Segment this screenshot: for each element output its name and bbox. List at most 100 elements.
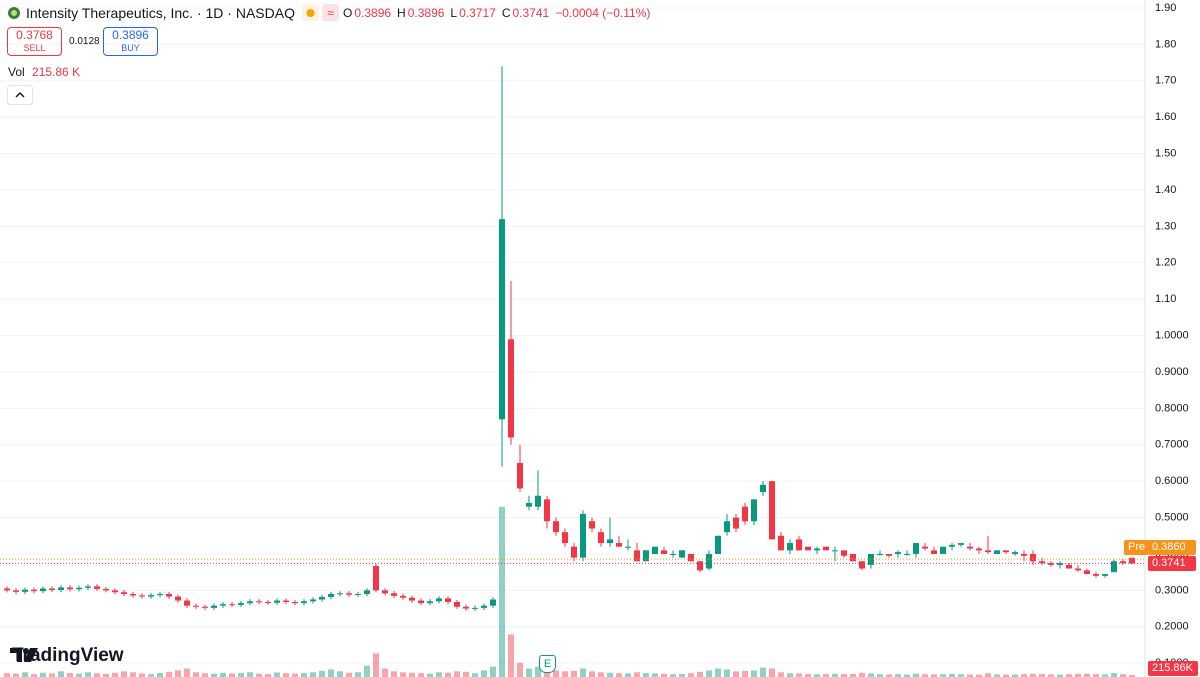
volume-bar xyxy=(796,673,802,677)
candle-body xyxy=(211,605,217,608)
earnings-marker[interactable]: E xyxy=(539,655,556,673)
volume-bar xyxy=(319,670,325,677)
buy-button[interactable]: 0.3896 BUY xyxy=(103,27,158,56)
sell-button[interactable]: 0.3768 SELL xyxy=(7,27,62,56)
brand-mark xyxy=(10,648,38,662)
candle-body xyxy=(472,607,478,609)
candle-body xyxy=(238,603,244,605)
volume-value: 215.86 K xyxy=(32,65,81,79)
candle-body xyxy=(139,595,145,597)
volume-bar xyxy=(625,673,631,677)
volume-bar xyxy=(553,670,559,677)
candle-body xyxy=(607,539,613,544)
volume-bar xyxy=(229,673,235,677)
volume-bar xyxy=(949,673,955,677)
volume-bar xyxy=(697,671,703,677)
candle-body xyxy=(121,592,127,595)
volume-bar xyxy=(805,673,811,677)
y-tick-label: 1.40 xyxy=(1155,184,1176,196)
candle-body xyxy=(202,606,208,608)
candle-body xyxy=(1111,561,1117,573)
volume-bar xyxy=(517,662,523,677)
candle-body xyxy=(247,601,253,604)
volume-bar xyxy=(1129,674,1135,677)
volume-bar xyxy=(355,672,361,677)
volume-bar xyxy=(778,672,784,677)
volume-bar xyxy=(238,673,244,677)
y-tick-label: 0.5000 xyxy=(1155,511,1189,523)
premarket-price: 0.3860 xyxy=(1148,540,1196,556)
volume-bar xyxy=(454,671,460,677)
candle-body xyxy=(895,552,901,554)
volume-bar xyxy=(814,674,820,677)
volume-bar xyxy=(922,674,928,677)
volume-bar xyxy=(832,673,838,677)
candle-body xyxy=(553,521,559,533)
y-tick-label: 1.70 xyxy=(1155,75,1176,87)
volume-bar xyxy=(724,669,730,677)
volume-bar xyxy=(256,673,262,677)
candle-body xyxy=(265,602,271,604)
volume-bar xyxy=(184,668,190,677)
volume-bar xyxy=(877,674,883,677)
volume-bar xyxy=(643,673,649,677)
candle-body xyxy=(85,586,91,588)
candle-body xyxy=(328,594,334,597)
volume-bar xyxy=(706,670,712,677)
brand-logo: TradingView xyxy=(10,645,124,667)
volume-bar xyxy=(121,671,127,677)
volume-bar xyxy=(148,674,154,677)
candle-body xyxy=(679,550,685,558)
candle-body xyxy=(670,553,676,555)
volume-bar xyxy=(868,673,874,677)
candle-body xyxy=(112,590,118,593)
candle-body xyxy=(760,484,766,493)
candle-body xyxy=(373,565,379,591)
volume-bar xyxy=(157,673,163,677)
candle-body xyxy=(625,546,631,548)
volume-bar xyxy=(310,672,316,677)
candle-body xyxy=(1048,563,1054,565)
ohlc-value: 0.3741 xyxy=(512,6,550,20)
volume-bar xyxy=(481,670,487,677)
candle-body xyxy=(859,561,865,569)
volume-bar xyxy=(904,674,910,677)
candle-body xyxy=(463,606,469,609)
volume-bar xyxy=(1057,674,1063,677)
candle-body xyxy=(4,588,10,591)
volume-bar xyxy=(112,672,118,677)
candle-body xyxy=(1093,573,1099,576)
candle-body xyxy=(346,593,352,595)
candle-body xyxy=(931,550,937,554)
sell-price: 0.3768 xyxy=(16,28,53,42)
collapse-button[interactable] xyxy=(7,85,33,105)
volume-bar xyxy=(571,670,577,677)
candle-body xyxy=(922,546,928,549)
ohlc-key: C xyxy=(501,6,511,20)
candle-body xyxy=(886,553,892,556)
volume-bar xyxy=(373,653,379,677)
volume-bar xyxy=(607,672,613,677)
volume-bar xyxy=(715,668,721,677)
ohlc-value: 0.3717 xyxy=(459,6,496,20)
candle-body xyxy=(1057,563,1063,565)
candle-body xyxy=(535,495,541,507)
candle-body xyxy=(103,588,109,591)
candle-body xyxy=(1030,553,1036,562)
volume-bar xyxy=(1111,673,1117,677)
candle-body xyxy=(229,604,235,606)
volume-bar xyxy=(958,674,964,677)
y-tick-label: 0.6000 xyxy=(1155,475,1189,487)
candle-body xyxy=(40,588,46,592)
candle-body xyxy=(130,594,136,596)
ohlc-key: O xyxy=(343,6,353,20)
candle-body xyxy=(310,599,316,602)
candle-body xyxy=(985,550,991,553)
volume-bar xyxy=(616,673,622,677)
volume-bar xyxy=(274,672,280,677)
candle-body xyxy=(355,594,361,596)
volume-bar xyxy=(103,673,109,677)
candle-body xyxy=(562,532,568,544)
candle-body xyxy=(364,590,370,595)
candle-body xyxy=(724,521,730,533)
